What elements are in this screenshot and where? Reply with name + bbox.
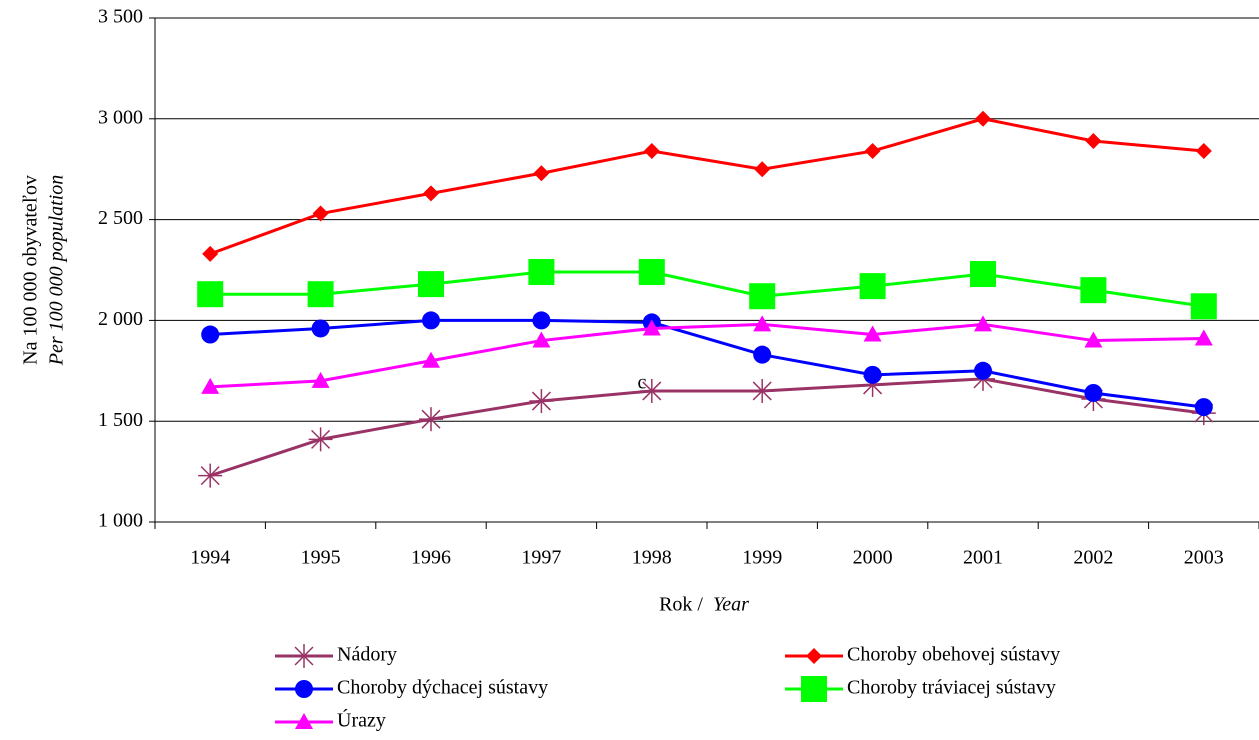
line <box>210 270 1205 308</box>
x-tick-label: 2003 <box>1184 547 1224 569</box>
marker <box>750 378 775 403</box>
y-tick-label: 2 000 <box>98 308 143 330</box>
y-axis-label-en: Per 100 000 population <box>46 175 68 367</box>
marker <box>801 676 827 702</box>
marker <box>638 259 665 286</box>
marker <box>1190 293 1217 320</box>
x-tick-label: 2001 <box>963 547 1003 569</box>
marker <box>863 325 882 342</box>
marker <box>642 319 661 336</box>
marker <box>1194 398 1213 417</box>
marker <box>529 389 554 414</box>
marker <box>974 315 992 332</box>
marker <box>1080 277 1107 304</box>
annotation: c <box>638 372 647 394</box>
x-tick-label: 1999 <box>742 547 782 569</box>
marker-stroke <box>311 429 331 449</box>
marker <box>198 463 223 488</box>
marker <box>639 378 664 403</box>
marker <box>533 165 550 182</box>
marker <box>295 680 313 698</box>
marker <box>1194 329 1213 346</box>
marker <box>753 315 772 332</box>
marker <box>311 319 330 338</box>
y-tick-label: 1 000 <box>98 510 143 532</box>
line <box>209 117 1204 256</box>
marker <box>1195 143 1212 160</box>
marker-stroke <box>200 466 220 486</box>
marker <box>1084 383 1103 402</box>
x-axis-label: Rok / <box>659 594 703 616</box>
marker <box>806 648 822 664</box>
x-tick-label: 2002 <box>1073 547 1113 569</box>
marker <box>974 361 992 380</box>
marker <box>1085 132 1102 149</box>
marker <box>422 351 440 368</box>
marker <box>419 407 443 432</box>
marker <box>970 261 996 288</box>
x-tick-label: 2000 <box>853 547 893 569</box>
marker-stroke <box>421 409 441 429</box>
marker <box>202 245 219 262</box>
line <box>210 322 1204 389</box>
marker <box>307 281 334 308</box>
marker <box>749 283 776 310</box>
marker <box>753 345 772 364</box>
x-axis-label-en: Year <box>713 594 749 616</box>
marker <box>197 281 224 308</box>
marker <box>532 331 551 348</box>
marker <box>201 325 220 344</box>
marker <box>308 427 333 452</box>
marker <box>643 143 660 160</box>
x-tick-label: 1994 <box>190 547 230 569</box>
marker-stroke <box>752 381 772 401</box>
legend-label: Choroby dýchacej sústavy <box>337 677 548 699</box>
x-tick-label: 1995 <box>301 547 341 569</box>
y-tick-label: 3 000 <box>98 106 143 128</box>
legend-label: Choroby obehovej sústavy <box>847 644 1060 666</box>
marker-stroke <box>642 381 662 401</box>
marker-stroke <box>531 391 551 411</box>
y-tick-label: 3 500 <box>98 6 143 28</box>
marker <box>311 371 330 388</box>
marker <box>754 161 771 178</box>
y-tick-label: 1 500 <box>98 409 143 431</box>
x-tick-label: 1996 <box>411 547 451 569</box>
marker <box>859 273 886 300</box>
marker <box>423 185 439 202</box>
marker <box>418 271 444 298</box>
marker <box>1084 331 1103 348</box>
line <box>210 318 1204 409</box>
marker <box>201 377 220 394</box>
marker <box>295 713 313 729</box>
marker <box>292 644 316 668</box>
marker <box>312 205 329 222</box>
legend-label: Choroby tráviacej sústavy <box>847 677 1056 699</box>
marker <box>532 311 551 330</box>
x-tick-label: 1998 <box>632 547 672 569</box>
marker <box>863 365 882 384</box>
marker <box>975 110 991 127</box>
legend-label: Nádory <box>337 644 397 666</box>
marker <box>528 259 555 286</box>
marker <box>422 311 440 330</box>
line <box>209 377 1204 478</box>
marker <box>864 143 881 160</box>
marker-stroke <box>294 646 314 666</box>
y-axis-label: Na 100 000 obyvateľov <box>20 175 42 365</box>
x-tick-label: 1997 <box>521 547 561 569</box>
legend-label: Úrazy <box>337 708 386 732</box>
y-tick-label: 2 500 <box>98 207 143 229</box>
